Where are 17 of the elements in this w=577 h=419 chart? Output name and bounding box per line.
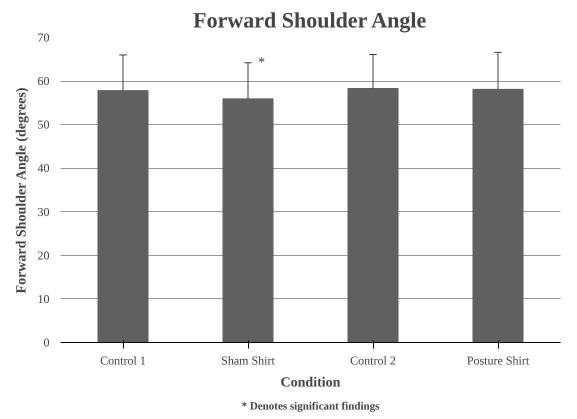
y-tick-label: 70 — [38, 30, 50, 44]
y-tick-label: 0 — [44, 336, 50, 350]
x-tick-label: Control 2 — [350, 354, 396, 368]
y-tick-label: 60 — [38, 74, 50, 88]
y-tick-label: 50 — [38, 118, 50, 132]
x-tick-label: Sham Shirt — [221, 354, 276, 368]
text: * Denotes significant findings — [242, 400, 380, 412]
y-axis-title: Forward Shoulder Angle (degrees) — [14, 87, 30, 294]
x-tick-label: Posture Shirt — [466, 354, 530, 368]
x-tick-label: Control 1 — [100, 354, 146, 368]
y-tick-label: 40 — [38, 161, 50, 176]
y-tick-label: 10 — [38, 292, 50, 306]
y-tick-label: 30 — [38, 204, 50, 219]
chart-title: Forward Shoulder Angle — [193, 8, 426, 32]
annotation: * — [258, 55, 265, 70]
x-axis-title: Condition — [280, 376, 341, 390]
y-tick-label: 20 — [38, 248, 50, 262]
